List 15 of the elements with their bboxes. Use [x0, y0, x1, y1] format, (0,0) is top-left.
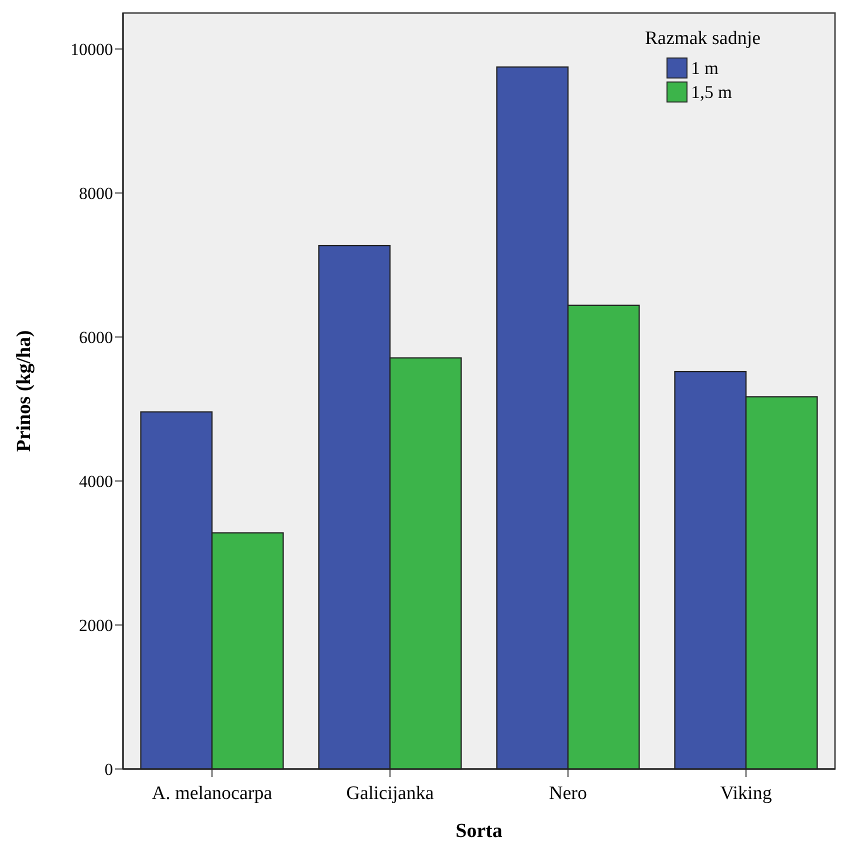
x-tick-label: A. melanocarpa — [152, 783, 273, 804]
x-axis-title: Sorta — [456, 820, 502, 842]
y-tick-label: 4000 — [79, 472, 113, 491]
y-tick-label: 10000 — [70, 40, 113, 59]
legend-label: 1,5 m — [691, 82, 732, 102]
legend-title: Razmak sadnje — [645, 28, 761, 49]
x-tick-label: Viking — [720, 783, 772, 804]
y-tick-label: 2000 — [79, 616, 113, 635]
legend-label: 1 m — [691, 58, 719, 78]
y-tick-label: 6000 — [79, 328, 113, 347]
x-tick-label: Nero — [549, 783, 587, 804]
y-axis-title: Prinos (kg/ha) — [13, 330, 35, 452]
x-tick-label: Galicijanka — [346, 783, 434, 804]
y-tick-label: 0 — [104, 760, 113, 779]
y-tick-label: 8000 — [79, 184, 113, 203]
